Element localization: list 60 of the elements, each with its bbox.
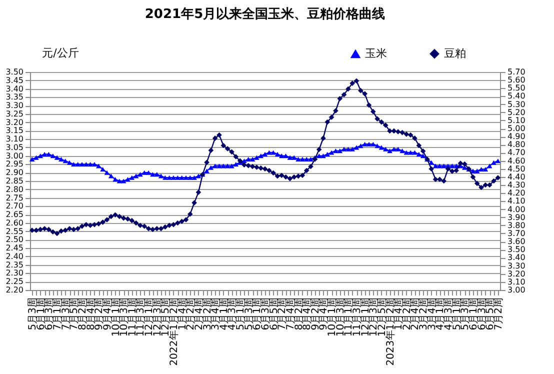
y2-tick-label: 3.80 (508, 220, 526, 230)
y-tick-label: 3.00 (6, 151, 24, 160)
y2-tick-label: 3.30 (508, 261, 526, 270)
y2-tick-label: 5.40 (508, 92, 526, 101)
y-tick-label: 2.80 (6, 184, 24, 194)
y2-tick-label: 5.30 (508, 100, 526, 109)
y2-tick-label: 4.70 (508, 148, 526, 158)
y2-tick-label: 4.90 (508, 132, 526, 142)
y-tick-label: 3.40 (6, 84, 24, 94)
legend-label: 豆粕 (444, 46, 466, 60)
y-tick-label: 3.45 (6, 76, 24, 85)
y-tick-label: 3.10 (6, 134, 24, 144)
y2-tick-label: 5.20 (508, 108, 526, 117)
y-tick-label: 3.05 (6, 142, 24, 152)
y-tick-label: 2.70 (6, 202, 24, 211)
y-tick-label: 3.35 (6, 92, 24, 102)
y2-tick-label: 5.70 (508, 68, 526, 76)
y2-tick-label: 3.70 (508, 228, 526, 238)
y-tick-label: 2.65 (6, 210, 24, 220)
y-tick-label: 2.60 (6, 218, 24, 228)
y-tick-label: 2.45 (6, 244, 24, 253)
y2-tick-label: 4.10 (508, 196, 526, 206)
x-tick-label: 7月2周 (493, 298, 504, 330)
y-tick-label: 2.25 (6, 277, 24, 286)
y2-tick-label: 3.50 (508, 245, 526, 254)
y-tick-label: 2.50 (6, 235, 24, 244)
y-tick-label: 3.20 (6, 118, 24, 127)
y2-tick-label: 5.60 (508, 76, 526, 85)
y-tick-label: 3.15 (6, 126, 24, 136)
y2-tick-label: 4.40 (508, 172, 526, 182)
y-tick-label: 2.75 (6, 193, 24, 202)
y2-tick-label: 4.00 (508, 204, 526, 214)
y-tick-label: 2.90 (6, 168, 24, 178)
y-tick-label: 2.35 (6, 260, 24, 270)
y2-tick-label: 4.30 (508, 180, 526, 190)
y-tick-label: 2.55 (6, 226, 24, 236)
y2-tick-label: 5.10 (508, 116, 526, 125)
y-tick-label: 3.50 (6, 68, 24, 76)
y-tick-label: 2.30 (6, 268, 24, 278)
y2-tick-label: 4.80 (508, 140, 526, 150)
y2-tick-label: 3.00 (508, 286, 526, 294)
y2-tick-label: 3.20 (508, 269, 526, 278)
y2-tick-label: 4.50 (508, 164, 526, 174)
y2-tick-label: 3.40 (508, 253, 526, 262)
y-tick-label: 2.85 (6, 176, 24, 186)
y-tick-label: 2.40 (6, 252, 24, 261)
y2-tick-label: 5.00 (508, 124, 526, 134)
y2-tick-label: 4.20 (508, 188, 526, 198)
y2-tick-label: 3.10 (508, 277, 526, 286)
y-tick-label: 3.30 (6, 101, 24, 110)
y2-tick-label: 3.60 (508, 237, 526, 246)
y2-tick-label: 3.90 (508, 212, 526, 222)
y-tick-label: 3.25 (6, 109, 24, 118)
y2-tick-label: 5.50 (508, 84, 526, 93)
chart-title: 2021年5月以来全国玉米、豆粕价格曲线 (144, 7, 386, 22)
y-axis-title: 元/公斤 (42, 46, 79, 60)
y-tick-label: 2.20 (6, 286, 24, 294)
legend-label: 玉米 (365, 47, 387, 60)
y2-tick-label: 4.60 (508, 156, 526, 166)
y-tick-label: 2.95 (6, 160, 24, 169)
